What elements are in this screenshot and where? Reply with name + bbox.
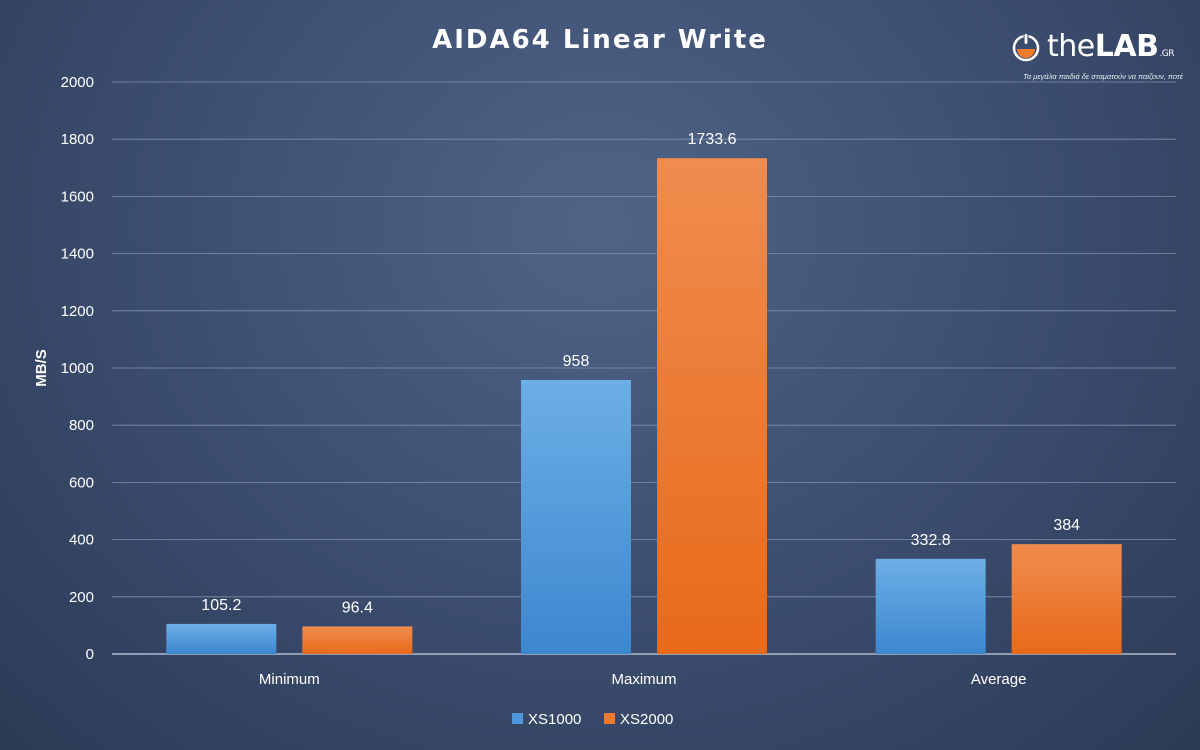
legend-label-xs2000: XS2000 — [620, 711, 673, 728]
x-tick-label: Maximum — [611, 671, 676, 688]
chart-title: AIDA64 Linear Write — [432, 25, 768, 55]
data-label: 1733.6 — [688, 131, 737, 148]
legend-swatch-xs2000 — [604, 713, 615, 724]
data-label: 332.8 — [911, 532, 951, 549]
bar-xs2000-average — [1011, 544, 1122, 654]
y-tick-label: 400 — [69, 532, 94, 549]
y-tick-label: 1400 — [61, 246, 94, 263]
x-tick-labels: Minimum Maximum Average — [259, 671, 1027, 688]
legend: XS1000 XS2000 — [512, 711, 673, 728]
data-label: 96.4 — [342, 599, 373, 616]
x-tick-label: Minimum — [259, 671, 320, 688]
y-tick-label: 2000 — [61, 74, 94, 91]
gridlines — [112, 81, 1176, 655]
legend-label-xs1000: XS1000 — [528, 711, 581, 728]
y-axis-label: MB/S — [33, 349, 50, 387]
y-tick-labels: 0 200 400 600 800 1000 1200 1400 1600 1800 2000 — [61, 74, 94, 663]
thelab-logo: theLAB.GR Τα μεγάλα παιδιά δε σταματούν … — [1005, 28, 1195, 88]
bars — [166, 158, 1122, 654]
data-label: 958 — [563, 353, 590, 370]
logo-tagline: Τα μεγάλα παιδιά δε σταματούν να παίζουν… — [1023, 72, 1183, 81]
data-label: 384 — [1053, 517, 1080, 534]
logo-gr: .GR — [1159, 49, 1175, 59]
logo-lab: LAB — [1094, 29, 1159, 64]
y-tick-label: 600 — [69, 474, 94, 491]
y-tick-label: 200 — [69, 589, 94, 606]
data-label: 105.2 — [201, 597, 241, 614]
data-labels: 105.2 96.4 958 1733.6 332.8 384 — [201, 131, 1080, 616]
y-tick-label: 1600 — [61, 188, 94, 205]
y-tick-label: 1000 — [61, 360, 94, 377]
bar-xs1000-maximum — [521, 380, 631, 654]
y-tick-label: 800 — [69, 417, 94, 434]
power-flask-icon — [1012, 33, 1040, 62]
bar-xs1000-average — [875, 558, 986, 654]
y-tick-label: 1800 — [61, 131, 94, 148]
bar-xs1000-minimum — [166, 623, 277, 654]
bar-xs2000-minimum — [302, 626, 413, 654]
logo-the: the — [1047, 29, 1095, 64]
x-tick-label: Average — [971, 671, 1027, 688]
y-tick-label: 0 — [86, 646, 94, 663]
bar-xs2000-maximum — [657, 158, 767, 654]
logo-wordmark: theLAB.GR — [1047, 29, 1175, 71]
y-tick-label: 1200 — [61, 303, 94, 320]
legend-swatch-xs1000 — [512, 713, 523, 724]
